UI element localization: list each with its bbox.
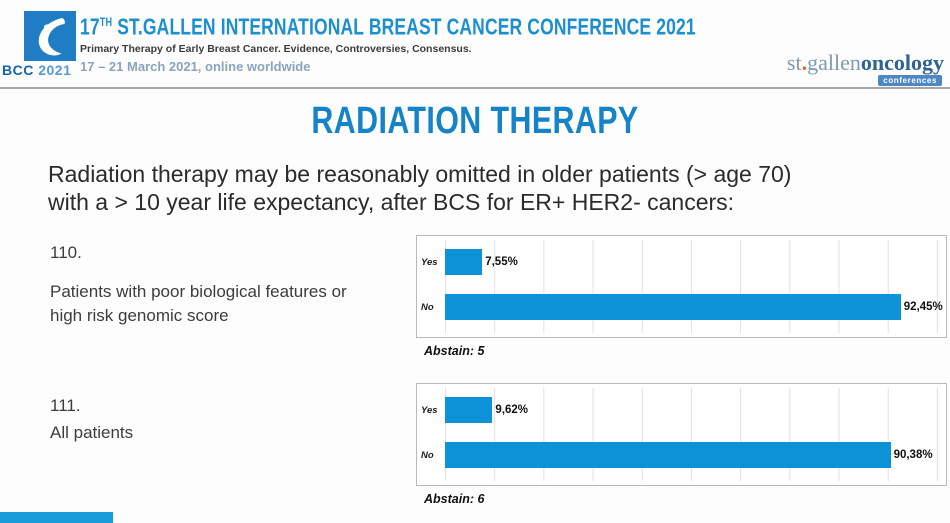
bar-track: 92,45% <box>445 294 943 320</box>
category-label-yes: Yes <box>421 256 438 268</box>
vote-chart-111: Yes 9,62% No 90,38% <box>416 383 947 486</box>
bar-track: 9,62% <box>445 397 938 423</box>
item-111-label-line1: All patients <box>50 423 134 442</box>
item-111-label: All patients <box>50 421 133 445</box>
abstain-note-111: Abstain: 6 <box>424 492 485 506</box>
header-divider <box>0 87 950 89</box>
question-line-2: with a > 10 year life expectancy, after … <box>48 189 735 215</box>
bcc-year: 2021 <box>38 62 72 78</box>
question-statement: Radiation therapy may be reasonably omit… <box>48 160 791 216</box>
value-label-yes: 7,55% <box>485 256 518 268</box>
conference-title-number: 17 <box>80 13 100 40</box>
brand-dot: . <box>801 50 808 75</box>
value-label-no: 90,38% <box>893 449 933 461</box>
item-110-label-line2: high risk genomic score <box>50 306 229 325</box>
vote-chart-group-110: Yes 7,55% No 92,45% Abstain: 5 <box>416 235 947 358</box>
bar-no <box>445 294 901 320</box>
abstain-note-110: Abstain: 5 <box>424 344 485 358</box>
item-110-label: Patients with poor biological features o… <box>50 280 347 328</box>
brand-oncology: oncology <box>860 50 944 75</box>
bar-no <box>445 442 891 468</box>
slide-footer-accent-bar <box>0 512 113 523</box>
value-label-no: 92,45% <box>903 301 943 313</box>
question-line-1: Radiation therapy may be reasonably omit… <box>48 161 792 187</box>
bar-row-no: No 90,38% <box>417 442 938 468</box>
conference-title: 17TH ST.GALLEN INTERNATIONAL BREAST CANC… <box>80 10 696 39</box>
bar-row-no: No 92,45% <box>417 294 943 320</box>
bcc-text: BCC <box>2 62 34 78</box>
conference-dates: 17 – 21 March 2021, online worldwide <box>80 58 311 74</box>
category-label-no: No <box>421 449 434 461</box>
bar-yes <box>445 397 493 423</box>
item-111-number: 111. <box>50 396 81 415</box>
slide-title: RADIATION THERAPY <box>311 100 639 142</box>
bar-row-yes: Yes 7,55% <box>417 249 938 275</box>
item-110-label-line1: Patients with poor biological features o… <box>50 282 347 301</box>
brand-conferences-badge: conferences <box>878 75 942 86</box>
conference-title-ordinal: TH <box>99 15 113 29</box>
bar-track: 7,55% <box>445 249 938 275</box>
category-label-yes: Yes <box>421 404 438 416</box>
brand-gallen: gallen <box>807 50 861 75</box>
stgallen-oncology-logo: st.gallenoncology conferences <box>744 50 944 86</box>
conference-header: 17TH ST.GALLEN INTERNATIONAL BREAST CANC… <box>80 10 890 74</box>
vote-chart-110: Yes 7,55% No 92,45% <box>416 235 947 338</box>
conference-title-text: ST.GALLEN INTERNATIONAL BREAST CANCER CO… <box>112 13 696 40</box>
bcc-logo <box>24 11 76 61</box>
bcc-logo-caption: BCC 2021 <box>2 62 94 78</box>
item-110-number: 110. <box>50 243 82 262</box>
conference-subtitle: Primary Therapy of Early Breast Cancer. … <box>80 42 472 55</box>
value-label-yes: 9,62% <box>495 404 529 416</box>
brand-st: st <box>786 50 802 75</box>
bar-track: 90,38% <box>445 442 938 468</box>
bar-row-yes: Yes 9,62% <box>417 397 938 423</box>
category-label-no: No <box>421 301 434 313</box>
bar-yes <box>445 249 483 275</box>
vote-chart-group-111: Yes 9,62% No 90,38% Abstain: 6 <box>416 383 947 506</box>
swan-drop-icon <box>38 18 65 56</box>
